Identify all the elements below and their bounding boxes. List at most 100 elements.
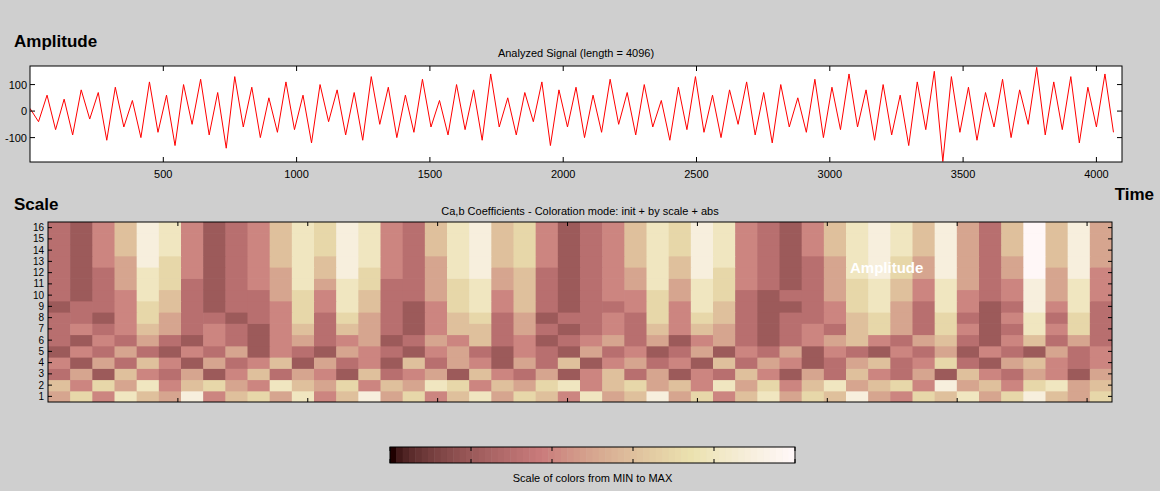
heatmap-cell — [713, 312, 736, 324]
x-tick — [163, 66, 164, 71]
heatmap-cell — [1068, 256, 1091, 268]
heatmap-cell — [868, 312, 891, 324]
heatmap-cell — [336, 267, 359, 279]
heatmap-cell — [514, 357, 537, 369]
heatmap-cell — [491, 222, 514, 234]
colorbar-step — [624, 447, 631, 463]
heatmap-cell — [757, 222, 780, 234]
heatmap-cell — [403, 278, 426, 290]
heatmap-cell — [846, 323, 869, 335]
heatmap-cell — [735, 380, 758, 392]
heatmap-cell — [713, 245, 736, 257]
heatmap-cell — [624, 323, 647, 335]
colorbar-step — [561, 447, 568, 463]
heatmap-cell — [1023, 290, 1046, 302]
heatmap-cell — [691, 357, 714, 369]
axis-title: Time — [1115, 185, 1154, 204]
heatmap-cell — [358, 368, 381, 380]
colorbar-step — [770, 447, 777, 463]
heatmap-cell — [137, 335, 160, 347]
heatmap-cell — [314, 312, 337, 324]
heatmap-cell — [514, 391, 537, 402]
heatmap-cell — [314, 323, 337, 335]
heatmap-cell — [780, 368, 803, 380]
heatmap-cell — [913, 380, 936, 392]
colorbar-tick — [714, 459, 715, 463]
heatmap-cell — [647, 267, 670, 279]
heatmap-cell — [624, 357, 647, 369]
colorbar-step — [466, 447, 473, 463]
heatmap-cell — [115, 380, 138, 392]
heatmap-cell — [913, 368, 936, 380]
heatmap-cell — [890, 368, 913, 380]
x-tick — [829, 66, 830, 71]
heatmap-cell — [824, 368, 847, 380]
heatmap-cell — [624, 391, 647, 402]
heatmap-cell — [358, 222, 381, 234]
heatmap-cell — [846, 380, 869, 392]
x-tick-label: 3000 — [818, 168, 842, 180]
heatmap-cell — [181, 391, 204, 402]
x-tick — [163, 157, 164, 162]
heatmap-cell — [691, 391, 714, 402]
heatmap-cell — [270, 312, 293, 324]
heatmap-cell — [92, 335, 115, 347]
x-tick — [429, 157, 430, 162]
heatmap-cell — [491, 323, 514, 335]
heatmap-cell — [425, 278, 448, 290]
heatmap-cell — [691, 278, 714, 290]
heatmap-cell — [846, 222, 869, 234]
heatmap-cell — [137, 346, 160, 358]
heatmap-cell — [536, 256, 559, 268]
heatmap-cell — [580, 278, 603, 290]
heatmap-cell — [270, 256, 293, 268]
heatmap-cell — [358, 278, 381, 290]
heatmap-cell — [292, 256, 315, 268]
heatmap-cell — [979, 335, 1002, 347]
heatmap-cell — [469, 278, 492, 290]
heatmap-cell — [757, 380, 780, 392]
heatmap-cell — [137, 391, 160, 402]
heatmap-cell — [1068, 278, 1091, 290]
heatmap-cell — [802, 323, 825, 335]
heatmap-cell — [514, 278, 537, 290]
heatmap-cell — [115, 301, 138, 313]
heatmap-cell — [868, 278, 891, 290]
heatmap-cell — [248, 301, 271, 313]
colorbar-step — [479, 447, 486, 463]
x-tick — [437, 398, 438, 402]
heatmap-cell — [602, 323, 625, 335]
heatmap-cell — [381, 245, 404, 257]
colorbar-step — [485, 447, 492, 463]
x-tick — [177, 398, 178, 402]
heatmap-cell — [425, 346, 448, 358]
heatmap-cell — [868, 301, 891, 313]
heatmap-cell — [225, 245, 248, 257]
y-tick — [48, 283, 52, 284]
x-tick — [1096, 66, 1097, 71]
heatmap-cell — [381, 335, 404, 347]
y-tick — [1108, 385, 1112, 386]
heatmap-cell — [115, 323, 138, 335]
heatmap-cell — [536, 312, 559, 324]
heatmap-cell — [1046, 301, 1069, 313]
heatmap-cell — [1090, 301, 1112, 313]
heatmap-cell — [425, 233, 448, 245]
heatmap-cell — [580, 233, 603, 245]
heatmap-cell — [868, 222, 891, 234]
heatmap-cell — [1023, 357, 1046, 369]
heatmap-cell — [913, 233, 936, 245]
heatmap-cell — [846, 233, 869, 245]
heatmap-cell — [70, 222, 93, 234]
heatmap-cell — [1068, 267, 1091, 279]
heatmap-cell — [647, 335, 670, 347]
x-tick — [567, 222, 568, 226]
heatmap-cell — [447, 346, 470, 358]
heatmap-cell — [1023, 256, 1046, 268]
colorbar-step — [574, 447, 581, 463]
heatmap-cell — [735, 267, 758, 279]
heatmap-cell — [780, 290, 803, 302]
y-tick-label: 0 — [21, 105, 27, 117]
heatmap-cell — [979, 278, 1002, 290]
heatmap-cell — [624, 312, 647, 324]
